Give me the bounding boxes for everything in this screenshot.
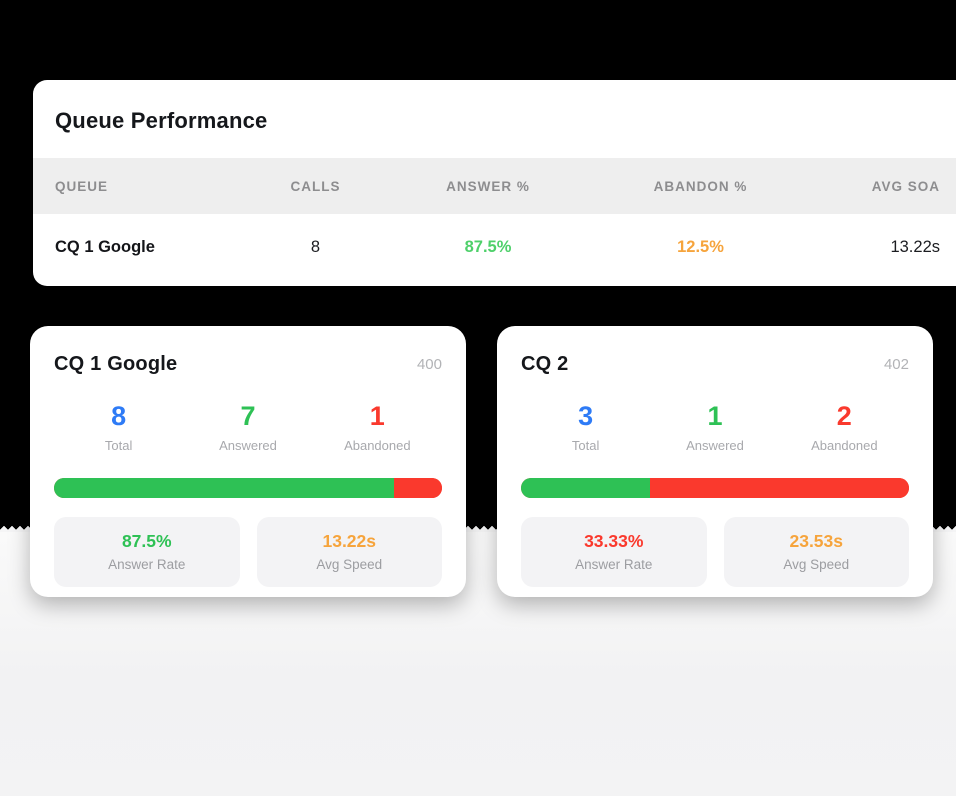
card-title: CQ 2	[521, 353, 569, 375]
stat-total-label: Total	[104, 438, 133, 453]
background-zigzag-edge	[0, 524, 956, 532]
column-header-answer: ANSWER %	[446, 178, 530, 194]
column-header-calls: CALLS	[290, 178, 341, 194]
progress-answered-segment	[54, 478, 394, 498]
column-header-avg-soa: AVG SOA	[871, 178, 940, 194]
stat-abandoned: 2 Abandoned	[780, 401, 909, 454]
stat-total: 8 Total	[54, 401, 183, 454]
stat-total-value: 3	[578, 401, 594, 431]
table-row[interactable]: CQ 1 Google 8 87.5% 12.5% 13.22s	[33, 214, 956, 280]
column-header-queue: QUEUE	[55, 178, 109, 194]
cell-calls: 8	[310, 237, 321, 256]
answer-rate-label: Answer Rate	[108, 557, 186, 572]
queue-extension-badge: 402	[883, 356, 909, 373]
cell-avg-soa: 13.22s	[890, 237, 940, 256]
queue-card-cq2[interactable]: CQ 2 402 3 Total 1 Answered 2 Abandoned …	[497, 326, 933, 597]
cell-abandon-pct: 12.5%	[677, 237, 724, 256]
card-metric-boxes: 87.5% Answer Rate 13.22s Avg Speed	[54, 517, 442, 587]
avg-speed-box: 13.22s Avg Speed	[256, 517, 442, 587]
stat-answered-label: Answered	[686, 438, 744, 453]
stat-abandoned-label: Abandoned	[811, 438, 878, 453]
queue-card-cq1-google[interactable]: CQ 1 Google 400 8 Total 7 Answered 1 Aba…	[30, 326, 466, 597]
queue-performance-card: Queue Performance QUEUE CALLS ANSWER % A…	[33, 80, 956, 286]
card-title: CQ 1 Google	[54, 353, 178, 375]
stat-answered-value: 1	[707, 401, 723, 431]
stat-answered: 1 Answered	[650, 401, 779, 454]
avg-speed-box: 23.53s Avg Speed	[723, 517, 909, 587]
stat-abandoned: 1 Abandoned	[313, 401, 442, 454]
answer-rate-value: 87.5%	[121, 531, 172, 551]
answer-rate-value: 33.33%	[584, 531, 644, 551]
card-metric-boxes: 33.33% Answer Rate 23.53s Avg Speed	[521, 517, 909, 587]
answer-rate-box: 87.5% Answer Rate	[54, 517, 240, 587]
answer-progress-bar	[521, 478, 909, 498]
progress-answered-segment	[521, 478, 651, 498]
cell-answer-pct: 87.5%	[464, 237, 512, 256]
avg-speed-label: Avg Speed	[316, 557, 383, 572]
stat-total: 3 Total	[521, 401, 650, 454]
stat-total-label: Total	[571, 438, 600, 453]
stat-answered: 7 Answered	[183, 401, 312, 454]
avg-speed-value: 23.53s	[789, 531, 844, 551]
stat-abandoned-value: 2	[836, 401, 852, 431]
card-header: CQ 1 Google 400	[54, 353, 442, 376]
stat-total-value: 8	[111, 401, 127, 431]
queue-extension-badge: 400	[416, 356, 442, 373]
answer-rate-label: Answer Rate	[575, 557, 653, 572]
table-header-row: QUEUE CALLS ANSWER % ABANDON % AVG SOA	[33, 158, 956, 214]
stat-abandoned-value: 1	[369, 401, 385, 431]
stat-answered-label: Answered	[219, 438, 277, 453]
page-title: Queue Performance	[55, 108, 268, 133]
card-header: CQ 2 402	[521, 353, 909, 376]
cell-queue-name: CQ 1 Google	[55, 237, 155, 256]
stat-answered-value: 7	[240, 401, 256, 431]
card-stats-row: 8 Total 7 Answered 1 Abandoned	[54, 401, 442, 454]
avg-speed-value: 13.22s	[322, 531, 377, 551]
stat-abandoned-label: Abandoned	[344, 438, 411, 453]
column-header-abandon: ABANDON %	[653, 178, 748, 194]
avg-speed-label: Avg Speed	[783, 557, 850, 572]
answer-rate-box: 33.33% Answer Rate	[521, 517, 707, 587]
answer-progress-bar	[54, 478, 442, 498]
progress-abandoned-segment	[650, 478, 909, 498]
card-stats-row: 3 Total 1 Answered 2 Abandoned	[521, 401, 909, 454]
progress-abandoned-segment	[393, 478, 442, 498]
